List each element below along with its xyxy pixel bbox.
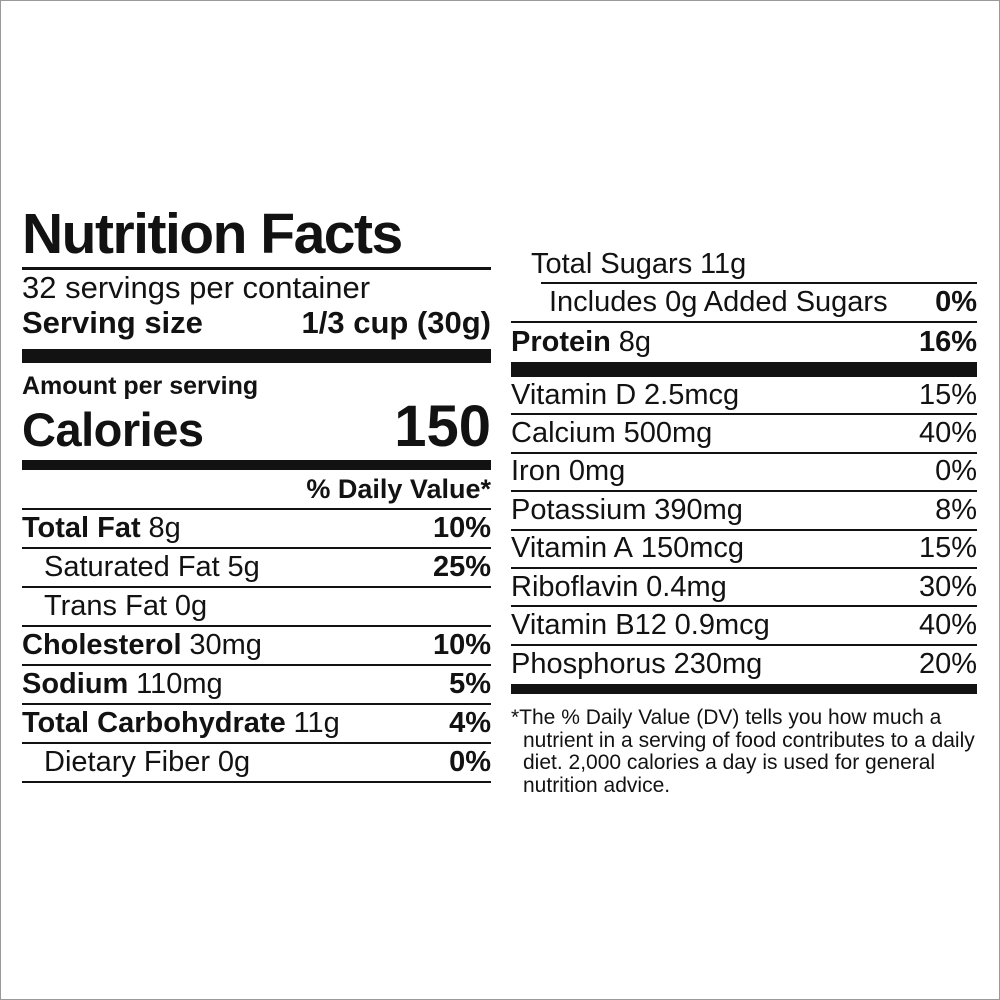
nutrient-amount: 150mcg (640, 532, 744, 565)
nutrient-name: Dietary Fiber (44, 746, 210, 778)
nutrient-dv: 15% (918, 378, 977, 411)
nutrient-amount: 0g (174, 590, 208, 622)
nutrient-amount: 110mg (136, 668, 223, 700)
nutrient-name: Iron (511, 455, 561, 488)
row-trans-fat: Trans Fat 0g (22, 588, 491, 627)
row-cholesterol: Cholesterol 30mg 10% (22, 627, 491, 666)
label-title: Nutrition Facts (22, 202, 403, 266)
nutrient-amount: 0g (217, 746, 251, 778)
nutrient-amount: 0.4mg (646, 570, 727, 603)
nutrient-dv: 0% (935, 455, 977, 488)
footnote-line: diet. 2,000 calories a day is used for g… (523, 751, 936, 775)
label-right-column: Total Sugars 11g Includes 0g Added Sugars… (511, 246, 977, 797)
nutrient-dv: 4% (449, 707, 491, 739)
nutrient-name: Vitamin A (511, 532, 633, 565)
nutrient-dv: 20% (918, 648, 977, 681)
nutrient-name: Saturated Fat (44, 551, 220, 583)
nutrient-amount: 0mg (568, 455, 626, 488)
nutrient-amount: 11g (700, 247, 747, 280)
nutrient-name: Cholesterol (22, 629, 182, 661)
row-phosphorus: Phosphorus 230mg 20% (511, 646, 977, 684)
row-vitamin-a: Vitamin A 150mcg 15% (511, 531, 977, 569)
row-protein: Protein 8g 16% (511, 323, 977, 362)
nutrient-amount: 500mg (623, 417, 713, 450)
indented-hairline (541, 282, 977, 284)
nutrient-name: Sodium (22, 668, 129, 700)
calories-value: 150 (394, 394, 491, 459)
nutrient-name: Potassium (511, 493, 647, 526)
footnote-line: *The % Daily Value (DV) tells you how mu… (511, 706, 942, 730)
calories-row: Calories 150 (22, 394, 491, 459)
daily-value-footnote: *The % Daily Value (DV) tells you how mu… (511, 707, 977, 797)
nutrient-dv: 10% (432, 512, 491, 544)
nutrient-dv: 15% (918, 532, 977, 565)
row-added-sugars: Includes 0g Added Sugars 0% (511, 284, 977, 323)
medium-bar (511, 684, 977, 695)
serving-size-value: 1/3 cup (30g) (301, 305, 492, 340)
row-total-fat: Total Fat 8g 10% (22, 510, 491, 549)
nutrient-name: Includes 0g Added Sugars (549, 286, 888, 318)
nutrient-dv: 5% (449, 668, 491, 700)
row-riboflavin: Riboflavin 0.4mg 30% (511, 569, 977, 608)
nutrient-dv: 8% (935, 493, 977, 526)
nutrient-name: Vitamin D (511, 378, 637, 411)
nutrient-name: Trans Fat (44, 590, 168, 622)
nutrient-dv: 40% (918, 417, 977, 450)
serving-size-label: Serving size (22, 305, 203, 340)
nutrient-name: Calcium (511, 417, 616, 450)
row-dietary-fiber: Dietary Fiber 0g 0% (22, 744, 491, 783)
nutrient-dv: 0% (935, 286, 977, 318)
nutrient-amount: 390mg (654, 493, 743, 526)
row-vitamin-b12: Vitamin B12 0.9mcg 40% (511, 607, 977, 646)
footnote-line: nutrition advice. (523, 773, 671, 797)
serving-size-row: Serving size 1/3 cup (30g) (22, 305, 491, 341)
nutrient-amount: 8g (618, 326, 651, 358)
nutrient-dv: 10% (432, 629, 491, 661)
nutrient-name: Vitamin B12 (511, 609, 667, 642)
nutrient-amount: 8g (148, 512, 181, 544)
servings-per-container: 32 servings per container (22, 270, 371, 305)
nutrient-name: Total Fat (22, 512, 141, 544)
nutrient-amount: 2.5mcg (644, 378, 740, 411)
nutrient-amount: 11g (293, 707, 340, 739)
daily-value-header: % Daily Value* (22, 470, 491, 510)
row-sodium: Sodium 110mg 5% (22, 666, 491, 705)
nutrient-dv: 40% (918, 609, 977, 642)
footnote-line: nutrient in a serving of food contribute… (523, 728, 975, 752)
nutrient-amount: 30mg (189, 629, 262, 661)
nutrient-amount: 5g (227, 551, 260, 583)
nutrient-name: Total Carbohydrate (22, 707, 286, 739)
nutrient-dv: 0% (449, 746, 491, 778)
nutrient-name: Riboflavin (511, 570, 639, 603)
label-left-column: Nutrition Facts 32 servings per containe… (22, 206, 491, 783)
row-potassium: Potassium 390mg 8% (511, 492, 977, 531)
title-divider (22, 267, 491, 270)
nutrient-name: Protein (511, 326, 611, 358)
calories-label: Calories (22, 403, 204, 456)
thick-bar (511, 362, 977, 377)
nutrient-name: Phosphorus (511, 648, 666, 681)
row-saturated-fat: Saturated Fat 5g 25% (22, 549, 491, 588)
nutrient-dv: 30% (918, 570, 977, 603)
row-calcium: Calcium 500mg 40% (511, 415, 977, 454)
medium-bar (22, 460, 491, 470)
row-vitamin-d: Vitamin D 2.5mcg 15% (511, 377, 977, 416)
amount-per-serving-label: Amount per serving (22, 372, 259, 400)
thick-bar (22, 349, 491, 363)
nutrient-dv: 16% (918, 326, 977, 358)
nutrient-amount: 0.9mcg (674, 609, 770, 642)
nutrient-amount: 230mg (673, 648, 763, 681)
nutrient-dv: 25% (432, 551, 491, 583)
row-total-carbohydrate: Total Carbohydrate 11g 4% (22, 705, 491, 744)
row-iron: Iron 0mg 0% (511, 454, 977, 493)
row-total-sugars: Total Sugars 11g (511, 246, 977, 282)
nutrient-name: Total Sugars (531, 247, 693, 280)
